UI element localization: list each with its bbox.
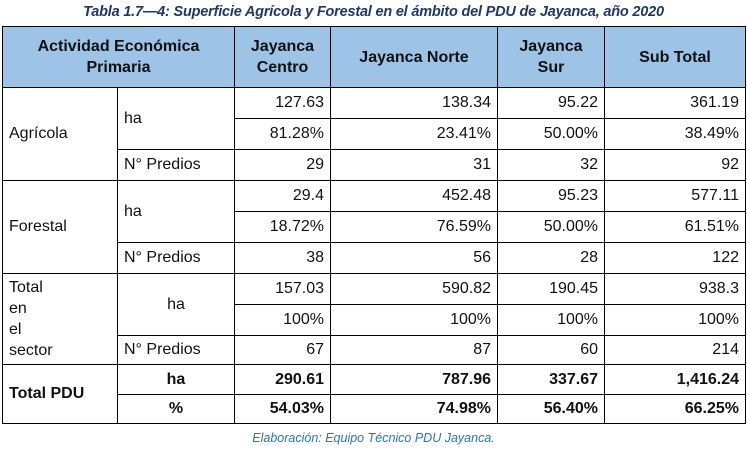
total-pct-row: % 54.03% 74.98% 56.40% 66.25%	[3, 394, 746, 424]
header-sub-total: Sub Total	[604, 26, 746, 88]
table-cell: 61.51%	[604, 211, 746, 243]
forestal-pct-row: 18.72% 76.59% 50.00% 61.51%	[3, 211, 746, 243]
sector-predios-row: N° Predios 67 87 60 214	[3, 335, 746, 365]
table-cell: 452.48	[330, 180, 498, 212]
sector-ha-row: Total en el sector ha 157.03 590.82 190.…	[2, 273, 746, 365]
total-ha-unit: ha	[117, 364, 235, 395]
sector-label-word: Total	[9, 279, 43, 296]
table-cell: 214	[604, 335, 746, 365]
table-cell: 66.25%	[604, 394, 746, 424]
table-cell: 60	[497, 335, 605, 365]
table-cell: 92	[604, 149, 746, 181]
table-cell: 95.22	[497, 87, 605, 119]
agricola-predios-row: N° Predios 29 31 32 92	[3, 149, 746, 181]
table-cell: 100%	[497, 304, 605, 336]
table-cell: 56.40%	[497, 394, 605, 424]
sector-label: Total en el sector	[2, 273, 118, 365]
table-title: Tabla 1.7—4: Superficie Agrícola y Fores…	[83, 4, 664, 20]
table-cell: 74.98%	[330, 394, 498, 424]
agricola-predios-unit: N° Predios	[117, 149, 235, 181]
table-cell: 138.34	[330, 87, 498, 119]
table-cell: 76.59%	[330, 211, 498, 243]
table-cell: 590.82	[330, 273, 498, 305]
table-cell: 31	[330, 149, 498, 181]
header-activity: Actividad Económica Primaria	[2, 26, 235, 88]
forestal-ha-row: Forestal ha 29.4 452.48 95.23 577.11	[2, 180, 746, 274]
forestal-predios-unit: N° Predios	[117, 242, 235, 274]
table-cell: 787.96	[330, 364, 498, 395]
total-pct-unit: %	[117, 394, 235, 424]
table-cell: 56	[330, 242, 498, 274]
total-ha-row: Total PDU ha 290.61 787.96 337.67 1,416.…	[2, 364, 746, 424]
header-row: Actividad Económica Primaria Jayanca Cen…	[2, 26, 746, 88]
table-cell: 29.4	[234, 180, 331, 212]
table-cell: 337.67	[497, 364, 605, 395]
agricola-pct-row: 81.28% 23.41% 50.00% 38.49%	[3, 118, 746, 150]
table-cell: 23.41%	[330, 118, 498, 150]
table-cell: 50.00%	[497, 211, 605, 243]
agricola-ha-row: Agrícola ha 127.63 138.34 95.22 361.19	[2, 87, 746, 181]
sector-label-word: el	[9, 321, 22, 338]
table-cell: 67	[234, 335, 331, 365]
table-cell: 157.03	[234, 273, 331, 305]
sector-ha-unit: ha	[117, 273, 235, 336]
table-cell: 28	[497, 242, 605, 274]
sector-pct-row: 100% 100% 100% 100%	[3, 304, 746, 336]
table-cell: 81.28%	[234, 118, 331, 150]
table-cell: 54.03%	[234, 394, 331, 424]
agricola-label: Agrícola	[2, 87, 118, 181]
forestal-predios-row: N° Predios 38 56 28 122	[3, 242, 746, 274]
header-jayanca-centro: Jayanca Centro	[234, 26, 331, 88]
table-cell: 577.11	[604, 180, 746, 212]
table-cell: 38.49%	[604, 118, 746, 150]
table-cell: 29	[234, 149, 331, 181]
table-cell: 938.3	[604, 273, 746, 305]
forestal-label: Forestal	[2, 180, 118, 274]
table-cell: 127.63	[234, 87, 331, 119]
table-cell: 190.45	[497, 273, 605, 305]
table-cell: 87	[330, 335, 498, 365]
source-note: Elaboración: Equipo Técnico PDU Jayanca.	[252, 431, 495, 445]
table-cell: 95.23	[497, 180, 605, 212]
table-cell: 100%	[604, 304, 746, 336]
header-jayanca-norte: Jayanca Norte	[330, 26, 498, 88]
table-cell: 100%	[330, 304, 498, 336]
sector-label-line2: sector	[9, 342, 53, 359]
total-pdu-label: Total PDU	[2, 364, 118, 424]
table-cell: 1,416.24	[604, 364, 746, 395]
table-cell: 18.72%	[234, 211, 331, 243]
header-jayanca-sur: Jayanca Sur	[497, 26, 605, 88]
table-cell: 32	[497, 149, 605, 181]
table-cell: 38	[234, 242, 331, 274]
sector-label-word: en	[9, 300, 27, 317]
table-cell: 361.19	[604, 87, 746, 119]
table-cell: 122	[604, 242, 746, 274]
table-cell: 50.00%	[497, 118, 605, 150]
table-cell: 100%	[234, 304, 331, 336]
sector-predios-unit: N° Predios	[117, 335, 235, 365]
table-cell: 290.61	[234, 364, 331, 395]
forestal-ha-unit: ha	[117, 180, 235, 243]
agricola-ha-unit: ha	[117, 87, 235, 150]
surface-table: Actividad Económica Primaria Jayanca Cen…	[2, 26, 746, 424]
